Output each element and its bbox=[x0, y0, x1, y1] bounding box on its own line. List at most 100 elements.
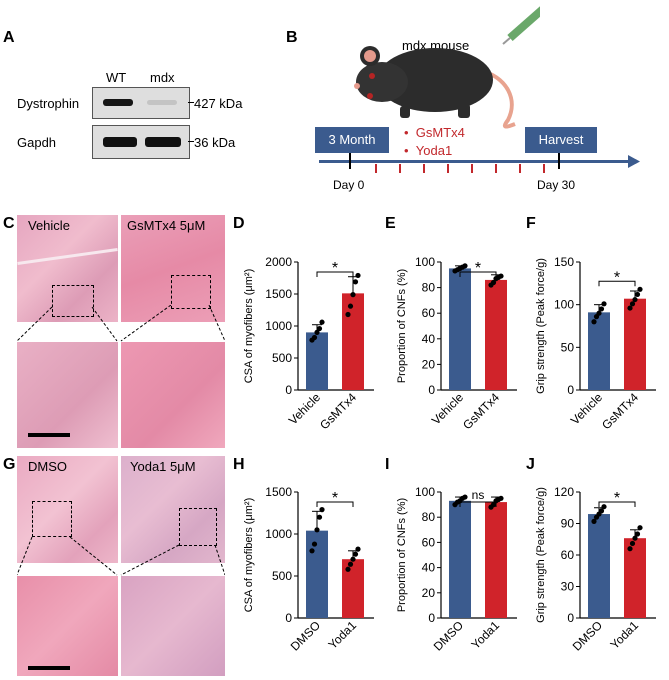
y-axis-label: Proportion of CNFs (%) bbox=[396, 269, 408, 383]
drug-label-yoda1: Yoda1 bbox=[415, 143, 453, 158]
bar-vehicle bbox=[449, 268, 471, 390]
data-point bbox=[632, 535, 638, 541]
histology-dmso-overview bbox=[17, 456, 118, 563]
drug-bullet-icon: • bbox=[404, 125, 416, 140]
y-tick-label: 1000 bbox=[265, 527, 292, 541]
chart-h: 0 500 1000 1500 CSA of myofibers (μm²) DMSO Yo… bbox=[243, 485, 374, 654]
y-tick-label: 120 bbox=[554, 485, 574, 499]
chart-i: 0 20 40 60 80 100 Proportion of CNFs (%) DMSO Yo… bbox=[396, 485, 517, 654]
data-point bbox=[601, 504, 607, 510]
bar-yoda1 bbox=[624, 538, 646, 618]
y-tick-label: 2000 bbox=[265, 255, 292, 269]
significance-label: * bbox=[332, 260, 338, 277]
data-point bbox=[498, 495, 504, 501]
histology-label-dmso: DMSO bbox=[28, 459, 67, 474]
data-point bbox=[634, 531, 641, 537]
bar-vehicle bbox=[306, 332, 328, 390]
data-point bbox=[314, 527, 320, 533]
y-tick-label: 0 bbox=[428, 611, 435, 625]
bar-yoda1 bbox=[485, 502, 507, 618]
injection-tick bbox=[519, 164, 521, 173]
histology-yoda1-overview bbox=[121, 456, 225, 563]
data-point bbox=[498, 273, 504, 279]
mouse-label: mdx mouse bbox=[402, 38, 470, 53]
zoom-lines-g bbox=[17, 536, 225, 576]
data-point bbox=[319, 507, 325, 513]
y-axis-label: Grip strength (Peak force/g) bbox=[535, 487, 547, 623]
y-axis-label: CSA of myofibers (μm²) bbox=[243, 498, 255, 613]
data-point bbox=[591, 518, 597, 524]
data-point bbox=[355, 272, 361, 279]
drug-label-gsmtx4: GsMTx4 bbox=[415, 125, 465, 140]
y-tick-label: 50 bbox=[561, 340, 575, 354]
data-point bbox=[355, 546, 361, 552]
mouse-illustration bbox=[354, 6, 540, 129]
lane-label-wt: WT bbox=[106, 70, 127, 85]
data-point bbox=[591, 319, 597, 325]
injection-tick bbox=[423, 164, 425, 173]
y-tick-label: 1500 bbox=[265, 485, 292, 499]
size-label-36: 36 kDa bbox=[194, 135, 236, 150]
day-end-label: Day 30 bbox=[537, 178, 576, 192]
data-point bbox=[347, 303, 354, 309]
histology-label-gsmtx4: GsMTx4 5μM bbox=[127, 218, 206, 233]
y-tick-label: 0 bbox=[285, 611, 292, 625]
y-tick-label: 60 bbox=[422, 306, 436, 320]
histology-vehicle-zoom bbox=[17, 342, 118, 448]
injection-tick bbox=[471, 164, 473, 173]
category-label: DMSO bbox=[288, 618, 323, 653]
data-point bbox=[601, 301, 607, 307]
panel-label-b: B bbox=[286, 29, 298, 46]
injection-tick bbox=[399, 164, 401, 173]
data-point bbox=[347, 561, 354, 567]
bar-gsmtx4 bbox=[624, 298, 646, 390]
data-point bbox=[632, 296, 638, 303]
significance-bracket bbox=[459, 501, 497, 507]
band-wt-dystrophin bbox=[103, 99, 133, 106]
y-tick-label: 0 bbox=[567, 611, 574, 625]
significance-bracket bbox=[598, 280, 636, 287]
data-point bbox=[490, 502, 497, 508]
panel-label-a: A bbox=[3, 29, 15, 46]
y-tick-label: 60 bbox=[422, 535, 436, 549]
significance-label: ns bbox=[472, 488, 485, 502]
panel-label-e: E bbox=[385, 215, 396, 232]
y-tick-label: 80 bbox=[422, 510, 436, 524]
data-point bbox=[598, 508, 605, 514]
data-point bbox=[596, 310, 602, 316]
category-label: DMSO bbox=[431, 618, 466, 653]
lane-label-mdx: mdx bbox=[150, 70, 175, 85]
category-label: Yoda1 bbox=[607, 618, 641, 652]
y-axis-label: CSA of myofibers (μm²) bbox=[243, 269, 255, 384]
drug-bullet-icon: • bbox=[404, 143, 416, 158]
panel-label-i: I bbox=[385, 456, 390, 473]
timeline-axis bbox=[319, 160, 633, 163]
y-tick-label: 500 bbox=[272, 569, 292, 583]
category-label: Yoda1 bbox=[468, 618, 502, 652]
blot-lane-dystrophin bbox=[92, 87, 190, 119]
data-point bbox=[316, 514, 323, 520]
panel-label-h: H bbox=[233, 456, 245, 473]
y-tick-label: 1000 bbox=[265, 319, 292, 333]
drug-gsmtx4: • GsMTx4 bbox=[404, 125, 465, 140]
band-mdx-dystrophin bbox=[147, 100, 177, 105]
data-point bbox=[629, 301, 636, 307]
category-label: GsMTx4 bbox=[460, 390, 502, 432]
y-tick-label: 20 bbox=[422, 586, 436, 600]
y-tick-label: 0 bbox=[428, 383, 435, 397]
injection-tick bbox=[375, 164, 377, 173]
histology-label-yoda1: Yoda1 5μM bbox=[130, 459, 196, 474]
injection-tick bbox=[543, 164, 545, 173]
y-tick-label: 90 bbox=[561, 517, 575, 531]
zoom-lines-c bbox=[17, 305, 225, 342]
y-tick-label: 500 bbox=[272, 351, 292, 365]
significance-label: * bbox=[614, 490, 620, 507]
y-tick-label: 40 bbox=[422, 332, 436, 346]
size-tick-36 bbox=[188, 141, 194, 142]
data-point bbox=[311, 541, 318, 547]
y-tick-label: 40 bbox=[422, 561, 436, 575]
bar-dmso bbox=[449, 500, 471, 618]
